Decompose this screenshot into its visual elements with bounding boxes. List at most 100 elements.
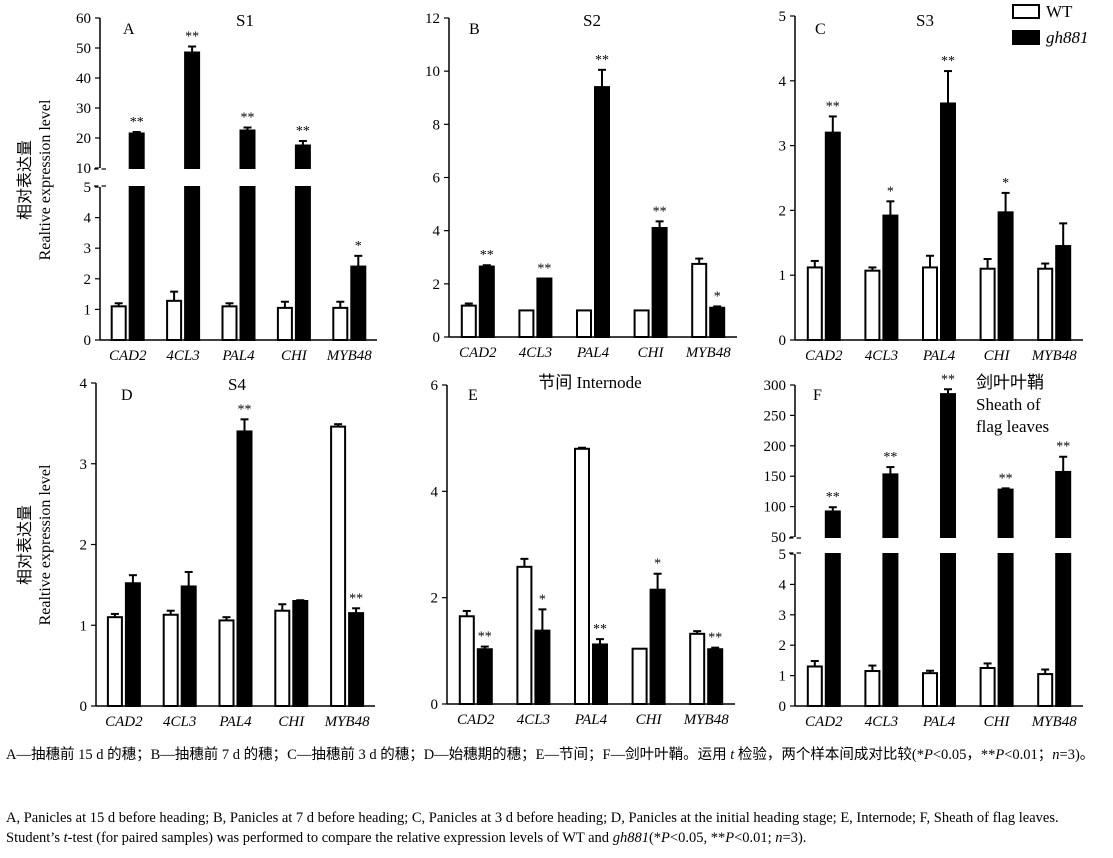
y-tick-label: 0	[84, 333, 92, 349]
x-category-label: CHI	[281, 348, 308, 364]
caption-fragment: <0.01；	[1004, 747, 1053, 763]
caption-english: A, Panicles at 15 d before heading; B, P…	[6, 808, 1106, 848]
y-axis-label-en: Realtive expression level	[37, 99, 54, 260]
significance-marker: **	[537, 262, 551, 277]
y-tick-label: 10	[76, 161, 91, 177]
legend-item-gh881: gh881	[1012, 28, 1089, 48]
caption-fragment: =3).	[782, 830, 807, 846]
y-tick-label: 60	[76, 11, 91, 27]
bar-gh881-chi	[651, 227, 668, 338]
bar-gh881-chi	[997, 488, 1014, 707]
significance-marker: *	[714, 289, 721, 304]
bar-gh881-pal4	[239, 129, 256, 341]
axis-break-band	[796, 538, 1084, 553]
y-tick-label: 10	[425, 64, 440, 80]
significance-marker: **	[1056, 440, 1070, 455]
x-category-label: CAD2	[805, 714, 843, 730]
bar-wt-pal4	[576, 309, 592, 338]
y-tick-label: 3	[779, 608, 787, 624]
bar-wt-cad2	[458, 615, 475, 706]
bar-wt-cad2	[806, 266, 823, 342]
caption-fragment: 检验，两个样本间成对比较(*	[734, 747, 924, 763]
significance-marker: **	[238, 402, 252, 417]
x-category-label: PAL4	[221, 348, 255, 364]
x-category-label: 4CL3	[519, 345, 552, 361]
y-tick-label: 4	[433, 224, 441, 240]
caption-fragment: A—抽穗前 15 d 的穗；B—抽穗前 7 d 的穗；C—抽穗前 3 d 的穗；…	[6, 747, 731, 763]
bar-wt-4cl3	[518, 309, 535, 338]
bar-wt-pal4	[922, 672, 938, 708]
significance-marker: *	[1002, 176, 1009, 191]
y-tick-label: 30	[76, 101, 91, 117]
y-tick-label: 3	[779, 139, 787, 155]
bar-wt-myb48	[1037, 267, 1054, 341]
bar-gh881-pal4	[940, 102, 956, 342]
significance-marker: **	[296, 124, 310, 139]
y-tick-label: 250	[764, 408, 787, 424]
caption-fragment: <0.05，**	[932, 747, 996, 763]
x-category-label: CHI	[984, 348, 1011, 364]
significance-marker: **	[941, 54, 955, 69]
significance-marker: **	[826, 99, 840, 114]
bar-wt-chi	[276, 306, 293, 341]
y-tick-label: 2	[84, 272, 92, 288]
significance-marker: *	[539, 592, 546, 607]
legend-swatch-wt	[1012, 4, 1040, 19]
bar-gh881-cad2	[128, 132, 145, 341]
significance-marker: **	[653, 204, 667, 219]
y-tick-label: 5	[779, 547, 787, 563]
bar-gh881-pal4	[594, 86, 610, 338]
x-category-label: MYB48	[683, 712, 730, 728]
y-tick-label: 0	[431, 697, 439, 713]
bar-wt-myb48	[332, 306, 349, 341]
bar-wt-4cl3	[162, 613, 179, 707]
significance-marker: **	[130, 115, 144, 130]
y-tick-label: 2	[433, 277, 441, 293]
caption-fragment: A, Panicles at 15 d before heading; B, P…	[6, 810, 1059, 846]
significance-marker: *	[654, 557, 661, 572]
y-tick-label: 100	[764, 500, 787, 516]
panel-letter: D	[121, 387, 133, 404]
bar-wt-pal4	[922, 266, 938, 342]
x-category-label: CAD2	[105, 714, 143, 730]
bar-wt-4cl3	[516, 565, 533, 706]
bar-gh881-cad2	[124, 582, 141, 708]
y-tick-label: 3	[80, 457, 88, 473]
y-tick-label: 20	[76, 131, 91, 147]
panel-title-f-line: Sheath of	[976, 395, 1041, 414]
bar-wt-chi	[633, 309, 650, 338]
bar-gh881-4cl3	[180, 585, 197, 707]
x-category-label: MYB48	[1031, 348, 1078, 364]
caption-fragment: t	[63, 830, 68, 846]
bar-wt-myb48	[691, 262, 708, 339]
bar-gh881-pal4	[236, 430, 253, 707]
y-axis-label-en: Realtive expression level	[37, 464, 54, 625]
x-category-label: 4CL3	[865, 714, 898, 730]
y-tick-label: 4	[779, 577, 787, 593]
y-tick-label: 4	[779, 74, 787, 90]
legend-item-wt: WT	[1012, 2, 1072, 22]
bar-gh881-myb48	[348, 612, 365, 708]
significance-marker: **	[708, 631, 722, 646]
caption-fragment: P	[661, 830, 670, 846]
significance-marker: **	[349, 591, 363, 606]
panel-letter: E	[468, 387, 478, 404]
panel-letter: B	[469, 21, 480, 38]
bar-wt-chi	[631, 647, 648, 705]
legend-label-wt: WT	[1046, 2, 1073, 21]
x-category-label: CAD2	[457, 712, 495, 728]
bar-wt-chi	[979, 667, 996, 707]
bar-gh881-pal4	[592, 643, 608, 705]
panel-letter: C	[815, 21, 826, 38]
y-tick-label: 1	[779, 268, 787, 284]
bar-gh881-cad2	[824, 131, 841, 341]
y-tick-label: 12	[425, 11, 440, 27]
caption-chinese: A—抽穗前 15 d 的穗；B—抽穗前 7 d 的穗；C—抽穗前 3 d 的穗；…	[6, 745, 1106, 765]
significance-marker: **	[185, 30, 199, 45]
bar-gh881-myb48	[1055, 245, 1072, 341]
y-tick-label: 8	[433, 117, 441, 133]
legend-label-gh881: gh881	[1046, 28, 1089, 47]
x-category-label: CAD2	[805, 348, 843, 364]
significance-marker: **	[999, 471, 1013, 486]
y-tick-label: 2	[431, 591, 439, 607]
